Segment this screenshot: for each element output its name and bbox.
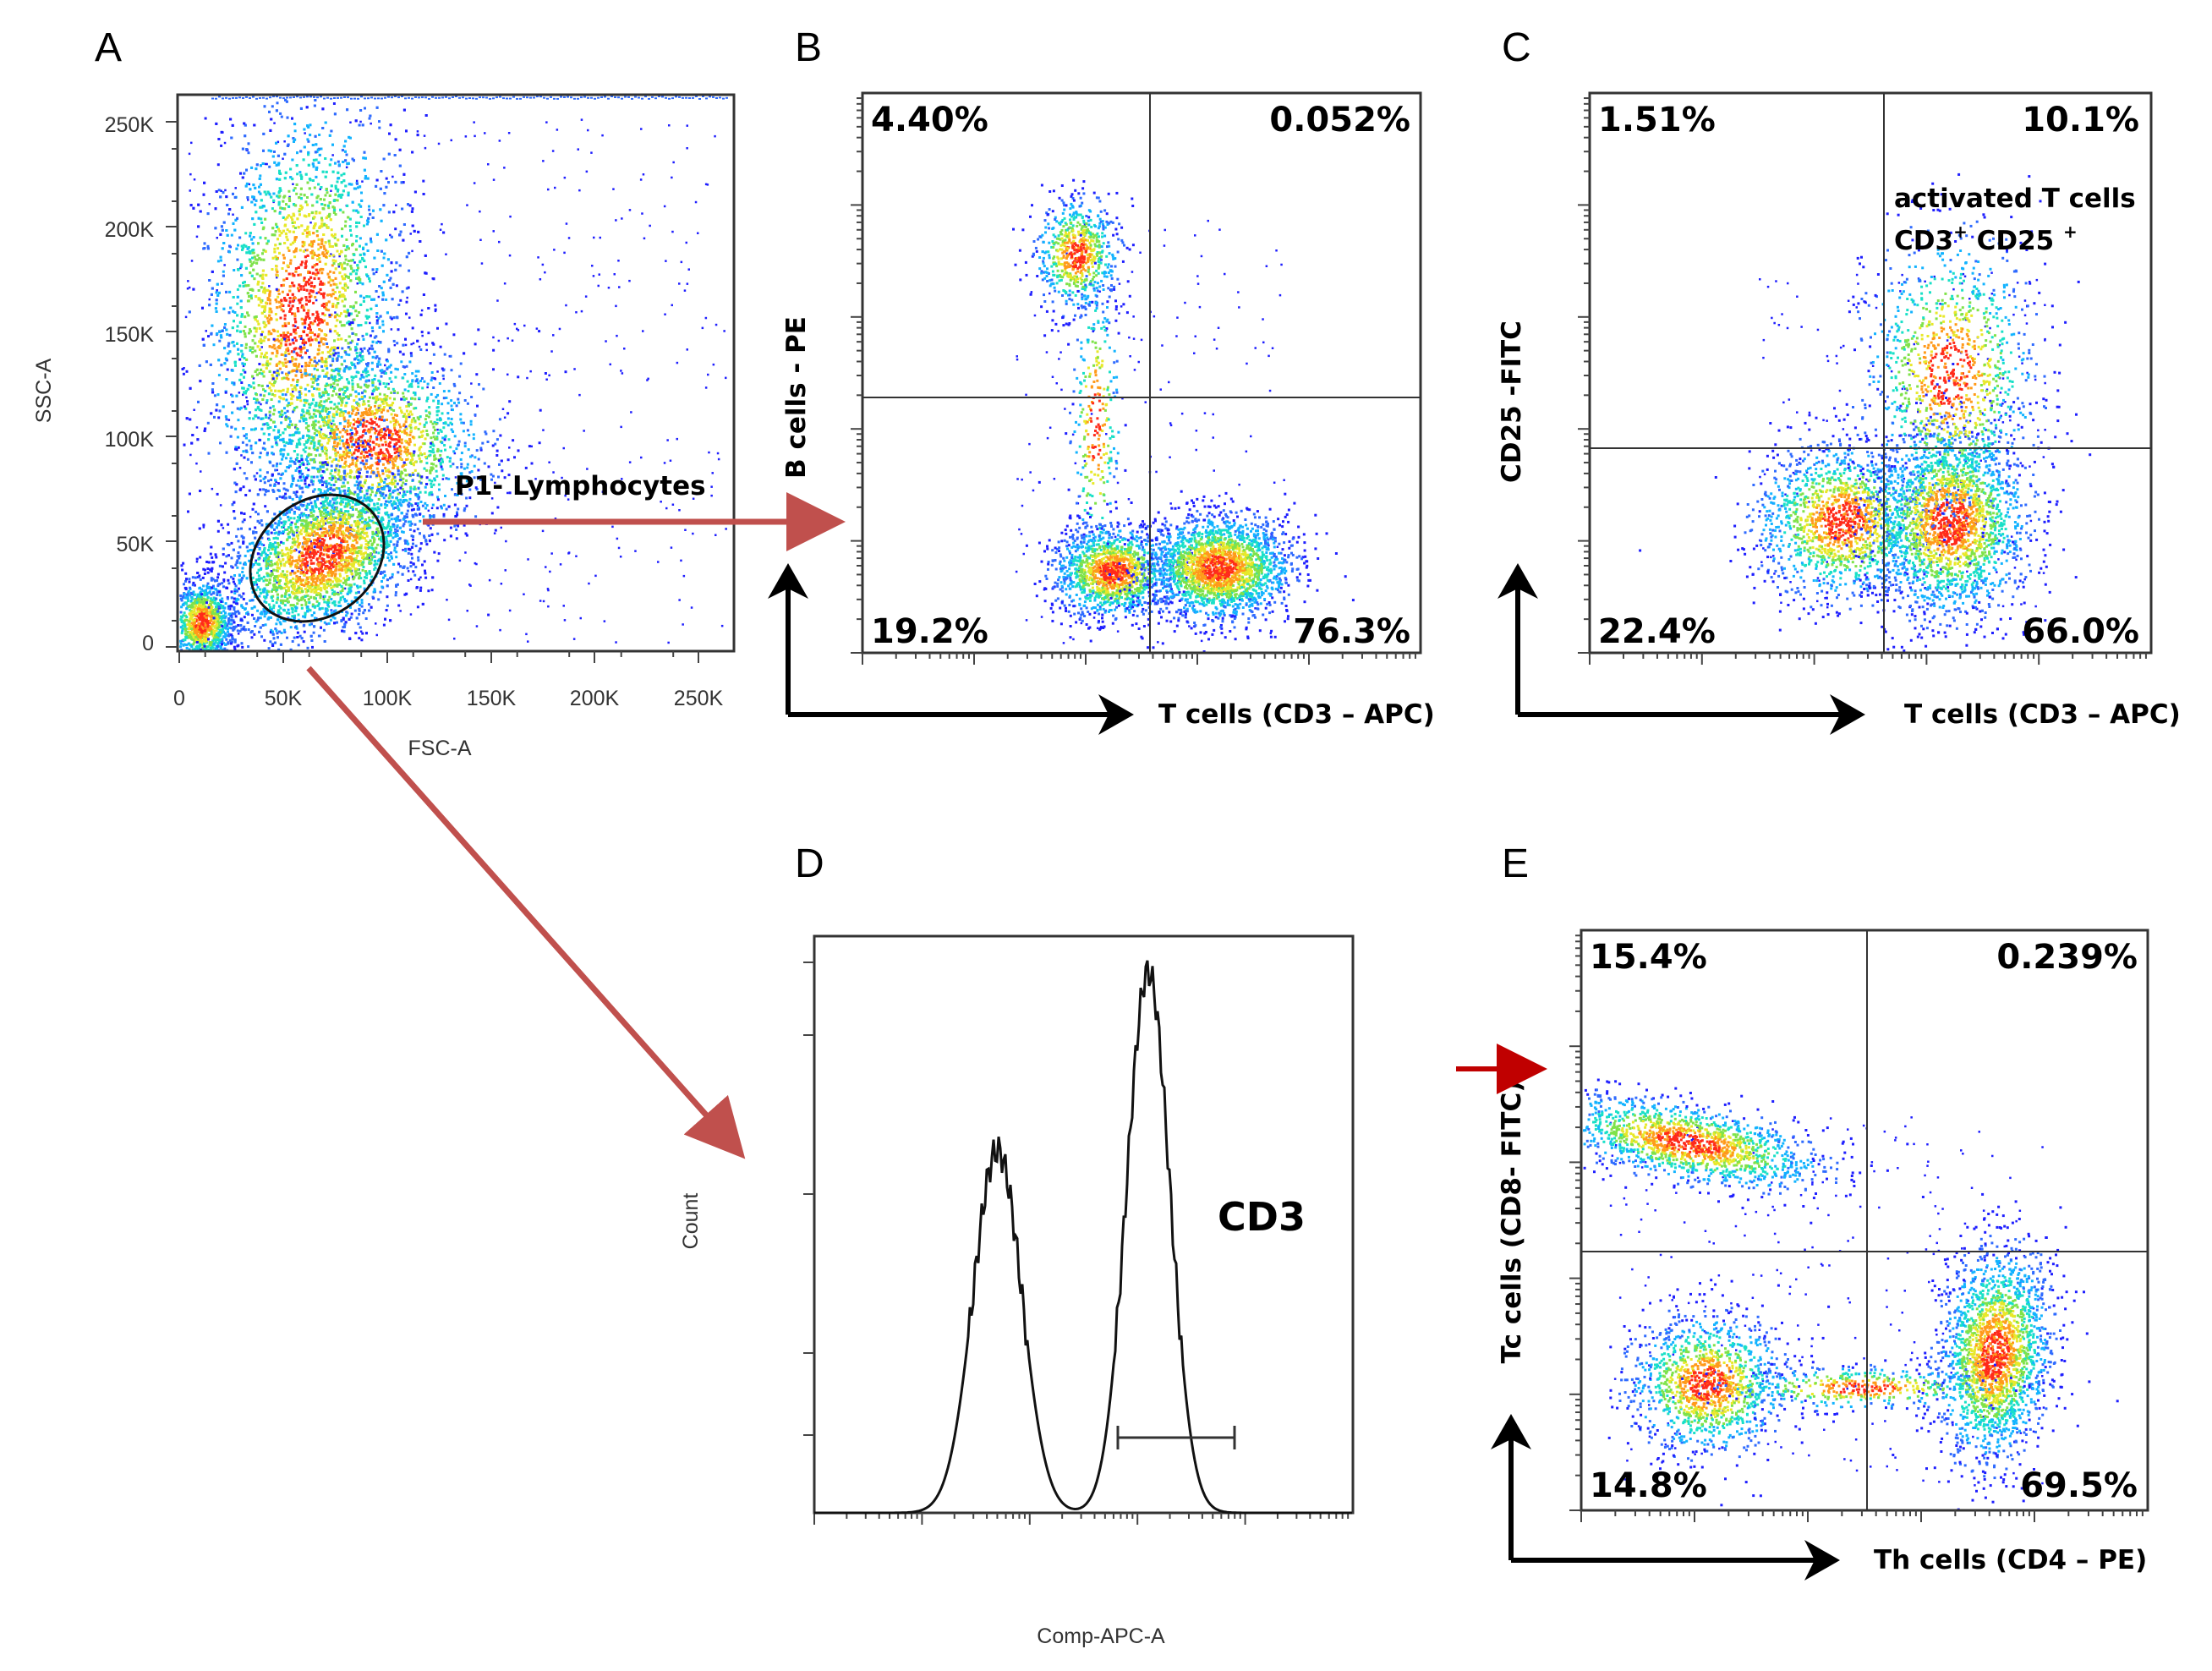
a-xtick-2: 100K bbox=[363, 687, 413, 710]
e-cd4-cluster bbox=[1892, 1192, 2091, 1511]
e-cd8-cluster bbox=[1583, 1078, 1925, 1224]
c-negative-cluster bbox=[1639, 403, 2007, 649]
e-double-negative-cluster bbox=[1607, 1279, 1855, 1507]
a-ytick-0: 0 bbox=[142, 632, 154, 655]
panel-b-dots bbox=[1012, 178, 1355, 654]
panel-c-dots bbox=[1639, 173, 2092, 653]
panel-a-ticks bbox=[166, 121, 699, 663]
e-q-lr: 69.5% bbox=[2020, 1466, 2138, 1505]
a-xtick-1: 50K bbox=[265, 687, 303, 710]
a-xtick-4: 200K bbox=[570, 687, 620, 710]
c-q-ll: 22.4% bbox=[1598, 612, 1716, 651]
a-xtick-5: 250K bbox=[674, 687, 724, 710]
d-axis-ticks bbox=[803, 962, 1350, 1525]
c-ylabel: CD25 -FITC bbox=[1497, 321, 1527, 483]
c-activated-cluster bbox=[1842, 173, 2092, 579]
a-ylabel: SSC-A bbox=[32, 358, 56, 423]
a-ytick-1: 50K bbox=[117, 533, 155, 556]
panel-a: A 0 50K 100K 150K 200K 250K 0 50K 100K 1… bbox=[32, 25, 736, 760]
panel-c-letter: C bbox=[1502, 25, 1531, 70]
b-negative-cluster bbox=[1025, 501, 1224, 649]
a-lymphocyte-cluster bbox=[181, 392, 511, 651]
c-ann-cd25: CD25 bbox=[1968, 226, 2063, 256]
e-q-ul: 15.4% bbox=[1590, 938, 1707, 977]
a-monocyte-cloud bbox=[202, 286, 567, 609]
panel-b-ticks bbox=[851, 97, 1416, 665]
c-annotation-line1: activated T cells bbox=[1894, 184, 2136, 214]
e-axis-ticks bbox=[1569, 934, 2144, 1522]
a-xtick-0: 0 bbox=[173, 687, 185, 710]
a-background-events bbox=[183, 118, 727, 644]
panel-d-letter: D bbox=[795, 841, 824, 886]
c-axis-ticks bbox=[1578, 97, 2147, 665]
panel-c-frame bbox=[1588, 91, 2153, 655]
b-bridge-events bbox=[1038, 216, 1127, 630]
panel-d-frame bbox=[813, 934, 1355, 1515]
b-q-ll: 19.2% bbox=[871, 612, 988, 651]
b-background-events bbox=[1015, 219, 1285, 644]
d-ylabel: Count bbox=[679, 1193, 703, 1250]
d-xlabel: Comp-APC-A bbox=[1037, 1624, 1165, 1648]
panel-a-letter: A bbox=[95, 25, 122, 70]
panel-b-frame bbox=[861, 91, 1422, 655]
panel-c-ticks bbox=[1578, 97, 2147, 665]
c-q-ul: 1.51% bbox=[1598, 101, 1716, 140]
panel-c: C 1.51% 10.1% 22.4% 66.0% activated T ce… bbox=[1497, 25, 2181, 735]
c-ann-sup1: + bbox=[1953, 222, 1968, 242]
b-xlabel: T cells (CD3 – APC) bbox=[1158, 699, 1435, 730]
a-ytick-2: 100K bbox=[105, 428, 155, 452]
c-ann-sup2: + bbox=[2063, 222, 2078, 242]
b-bcell-cluster bbox=[1012, 178, 1135, 346]
a-xlabel: FSC-A bbox=[408, 737, 472, 760]
panel-e-letter: E bbox=[1502, 841, 1529, 886]
e-ylabel: Tc cells (CD8- FITC) bbox=[1497, 1081, 1527, 1364]
c-xlabel: T cells (CD3 – APC) bbox=[1904, 699, 2181, 730]
b-ylabel: B cells - PE bbox=[781, 316, 812, 479]
a-ytick-5: 250K bbox=[105, 113, 155, 137]
panel-e-dots bbox=[1583, 1078, 2119, 1511]
panel-a-frame bbox=[176, 93, 736, 653]
panel-a-dots bbox=[179, 96, 728, 652]
c-q-lr: 66.0% bbox=[2022, 612, 2139, 651]
cd3-histogram-line bbox=[814, 960, 1352, 1515]
a-axis-ticks bbox=[166, 121, 699, 663]
a-xtick-3: 150K bbox=[467, 687, 517, 710]
panel-e-frame bbox=[1580, 929, 2149, 1512]
e-q-ur: 0.239% bbox=[1996, 938, 2138, 977]
panel-e-ticks bbox=[1569, 934, 2144, 1522]
panel-d: D CD3 Comp-APC-A Count bbox=[679, 841, 1355, 1648]
a-ytick-4: 200K bbox=[105, 218, 155, 242]
panel-d-ticks bbox=[803, 962, 1350, 1525]
b-q-ul: 4.40% bbox=[871, 101, 988, 140]
arrow-gate-to-d bbox=[306, 666, 746, 1159]
e-q-ll: 14.8% bbox=[1590, 1466, 1707, 1505]
c-tcell-cluster bbox=[1766, 362, 2078, 653]
cd3-peak-label: CD3 bbox=[1218, 1194, 1306, 1240]
a-saturation-line bbox=[211, 96, 728, 100]
b-axis-ticks bbox=[851, 97, 1416, 665]
b-q-lr: 76.3% bbox=[1293, 612, 1410, 651]
e-xlabel: Th cells (CD4 – PE) bbox=[1874, 1545, 2147, 1575]
e-bridge-events bbox=[1649, 1359, 2119, 1423]
c-ann-cd3: CD3 bbox=[1894, 226, 1953, 256]
c-annotation-line2: CD3+ CD25 + bbox=[1894, 222, 2078, 256]
panel-e: E 15.4% 0.239% 14.8% 69.5% Th cells (CD4… bbox=[1491, 841, 2149, 1581]
gate-label: P1- Lymphocytes bbox=[455, 471, 706, 501]
b-q-ur: 0.052% bbox=[1269, 101, 1410, 140]
a-debris-cluster bbox=[179, 554, 256, 652]
a-ytick-3: 150K bbox=[105, 323, 155, 347]
panel-b: B 4.40% 0.052% 19.2% 76.3% T cells (CD3 … bbox=[768, 25, 1435, 735]
lymphocyte-gate bbox=[249, 493, 386, 623]
c-q-ur: 10.1% bbox=[2022, 101, 2139, 140]
b-tcell-cluster bbox=[1098, 490, 1355, 654]
panel-b-letter: B bbox=[795, 25, 822, 70]
